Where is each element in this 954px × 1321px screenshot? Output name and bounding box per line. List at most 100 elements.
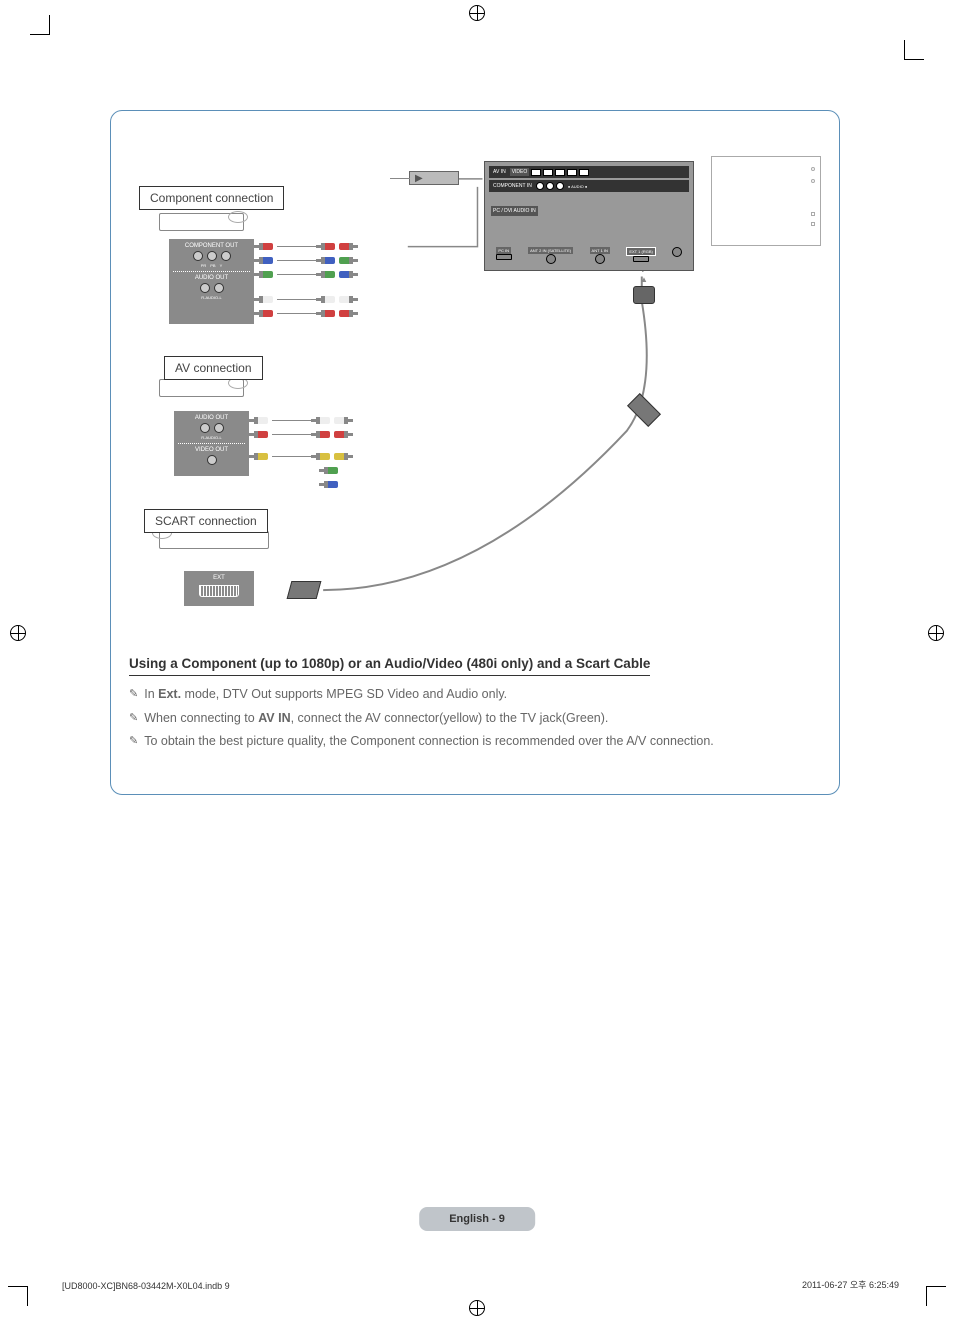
port-icon: [546, 182, 554, 190]
registration-mark-icon: [469, 5, 485, 21]
port-icon: [214, 423, 224, 433]
rca-green-plug-icon: [259, 271, 273, 278]
rca-red-plug-icon: [259, 310, 273, 317]
note-icon: ✎: [129, 687, 138, 702]
audio-out-title: AUDIO OUT: [178, 415, 245, 421]
audio-label: ● AUDIO ●: [566, 183, 590, 190]
audio-rl-label: R-AUDIO-L: [178, 435, 245, 440]
crop-mark: [8, 1286, 28, 1306]
vcr-device-icon: [159, 531, 269, 549]
scart-plug-icon: [627, 393, 661, 427]
page-footer: English - 9: [419, 1207, 535, 1231]
ant1-label: ANT 1 IN: [590, 247, 610, 254]
port-icon: [595, 254, 605, 264]
rca-red-plug-icon: [334, 431, 348, 438]
port-icon: [556, 182, 564, 190]
rca-white-plug-icon: [254, 417, 268, 424]
cable-adapter-icon: [409, 171, 459, 185]
rca-yellow-plug-icon: [334, 453, 348, 460]
y-label: Y: [220, 263, 223, 268]
pr-label: PR: [201, 263, 207, 268]
rca-blue-plug-icon: [324, 481, 338, 488]
scart-port-icon: [199, 585, 239, 597]
rca-blue-plug-icon: [339, 271, 353, 278]
audio-out-title: AUDIO OUT: [173, 275, 250, 281]
rca-red-plug-icon: [254, 431, 268, 438]
note-icon: ✎: [129, 734, 138, 749]
rca-green-plug-icon: [321, 271, 335, 278]
scart-connection-label: SCART connection: [144, 509, 268, 533]
rca-white-plug-icon: [321, 296, 335, 303]
ext1-label: EXT 1 (RGB): [626, 247, 656, 256]
port-icon: [531, 169, 541, 176]
port-icon: [546, 254, 556, 264]
port-icon: [214, 283, 224, 293]
note-icon: ✎: [129, 711, 138, 726]
port-icon: [567, 169, 577, 176]
component-connection-label: Component connection: [139, 186, 284, 210]
rca-red-plug-icon: [259, 243, 273, 250]
port-icon: [633, 256, 649, 262]
component-in-label: COMPONENT IN: [491, 182, 534, 190]
rca-blue-plug-icon: [259, 257, 273, 264]
rca-red-plug-icon: [321, 243, 335, 250]
cable-row: [324, 467, 338, 474]
rca-white-plug-icon: [259, 296, 273, 303]
rca-white-plug-icon: [334, 417, 348, 424]
av-connection-label: AV connection: [164, 356, 263, 380]
ant2-label: ANT 2 IN (SATELLITE): [528, 247, 573, 254]
crop-mark: [926, 1286, 946, 1306]
rca-green-plug-icon: [324, 467, 338, 474]
port-icon: [207, 251, 217, 261]
video-out-title: VIDEO OUT: [178, 447, 245, 453]
rca-blue-plug-icon: [321, 257, 335, 264]
pb-label: PB: [210, 263, 215, 268]
rca-red-plug-icon: [316, 431, 330, 438]
note-text: In Ext. mode, DTV Out supports MPEG SD V…: [144, 686, 507, 704]
component-out-box: COMPONENT OUT PR PB Y AUDIO OUT R-AUDIO-…: [169, 239, 254, 324]
port-icon: [496, 254, 512, 260]
dvd-player-icon: [159, 379, 244, 397]
port-icon: [200, 423, 210, 433]
port-icon: [536, 182, 544, 190]
cable-row: [259, 271, 353, 278]
port-icon: [193, 251, 203, 261]
cable-row: [254, 431, 348, 438]
cable-row: [259, 296, 353, 303]
note-text: To obtain the best picture quality, the …: [144, 733, 714, 751]
component-out-title: COMPONENT OUT: [173, 243, 250, 249]
rca-green-plug-icon: [339, 257, 353, 264]
cable-row: [324, 481, 338, 488]
port-icon: [579, 169, 589, 176]
rca-red-plug-icon: [339, 310, 353, 317]
note-text: When connecting to AV IN, connect the AV…: [144, 710, 608, 728]
rca-red-plug-icon: [339, 243, 353, 250]
note-item: ✎ To obtain the best picture quality, th…: [129, 733, 821, 751]
port-icon: [207, 455, 217, 465]
scart-plug-icon: [633, 286, 655, 304]
port-icon: [672, 247, 682, 257]
pc-dvi-label: PC / DVI AUDIO IN: [491, 206, 538, 216]
port-icon: [200, 283, 210, 293]
cable-row: [254, 453, 348, 460]
video-label: VIDEO: [510, 168, 530, 176]
rca-red-plug-icon: [321, 310, 335, 317]
cable-row: [259, 310, 353, 317]
dvd-player-icon: [159, 213, 244, 231]
scart-plug-icon: [287, 581, 322, 599]
port-icon: [543, 169, 553, 176]
section-heading: Using a Component (up to 1080p) or an Au…: [129, 656, 650, 676]
footer-left: [UD8000-XC]BN68-03442M-X0L04.indb 9: [62, 1281, 230, 1291]
registration-mark-icon: [928, 625, 944, 641]
crop-mark: [30, 15, 50, 35]
footer-right: 2011-06-27 오후 6:25:49: [802, 1278, 899, 1291]
tv-back-panel: AV IN VIDEO COMPONENT IN ● AUDIO ● PC / …: [484, 161, 694, 271]
registration-mark-icon: [469, 1300, 485, 1316]
rca-yellow-plug-icon: [316, 453, 330, 460]
rca-yellow-plug-icon: [254, 453, 268, 460]
cable-row: [259, 243, 353, 250]
note-item: ✎ When connecting to AV IN, connect the …: [129, 710, 821, 728]
note-item: ✎ In Ext. mode, DTV Out supports MPEG SD…: [129, 686, 821, 704]
audio-rl-label: R-AUDIO-L: [173, 295, 250, 300]
content-frame: AV IN VIDEO COMPONENT IN ● AUDIO ● PC / …: [110, 110, 840, 795]
